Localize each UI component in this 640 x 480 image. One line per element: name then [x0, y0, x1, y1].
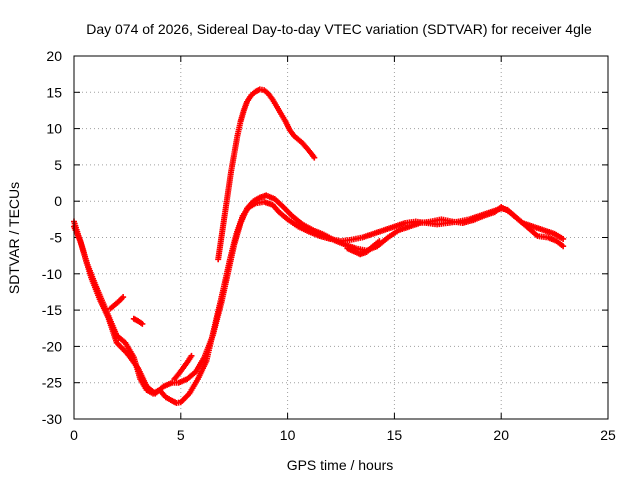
plot-frame	[73, 55, 609, 420]
data-series	[71, 86, 567, 407]
series-fragment-4	[344, 238, 383, 258]
data-point	[560, 243, 567, 250]
x-tick-label: 15	[387, 427, 403, 443]
x-tick-labels: 0 5 10 15 20 25	[70, 427, 616, 443]
y-tick-label: 5	[54, 157, 62, 173]
x-axis-label: GPS time / hours	[287, 457, 394, 473]
x-tick-label: 25	[600, 427, 616, 443]
y-tick-label: 10	[46, 121, 62, 137]
series-arc-c	[215, 86, 318, 263]
x-tick-label: 5	[177, 427, 185, 443]
data-point	[139, 320, 146, 327]
chart-title: Day 074 of 2026, Sidereal Day-to-day VTE…	[86, 21, 592, 37]
y-tick-label: -20	[42, 338, 62, 354]
y-tick-label: -15	[42, 302, 62, 318]
x-tick-label: 10	[280, 427, 296, 443]
y-tick-label: -10	[42, 266, 62, 282]
y-tick-label: 15	[46, 84, 62, 100]
series-fragment-1	[107, 294, 127, 312]
data-point	[188, 352, 195, 359]
data-point	[376, 238, 383, 245]
series-fragment-2	[130, 315, 146, 327]
series-arc-b	[71, 192, 567, 397]
grid	[74, 56, 608, 419]
y-tick-label: -30	[42, 411, 62, 427]
y-tick-label: -5	[50, 230, 63, 246]
series-fragment-3	[171, 352, 195, 383]
y-tick-label: 0	[54, 193, 62, 209]
data-point	[311, 154, 318, 161]
x-tick-label: 0	[70, 427, 78, 443]
data-point	[560, 235, 567, 242]
y-tick-labels: -30 -25 -20 -15 -10 -5 0 5 10 15 20	[42, 48, 62, 427]
x-tick-label: 20	[493, 427, 509, 443]
y-tick-label: -25	[42, 375, 62, 391]
y-tick-label: 20	[46, 48, 62, 64]
data-point	[120, 294, 127, 301]
y-axis-label: SDTVAR / TECUs	[6, 182, 22, 294]
